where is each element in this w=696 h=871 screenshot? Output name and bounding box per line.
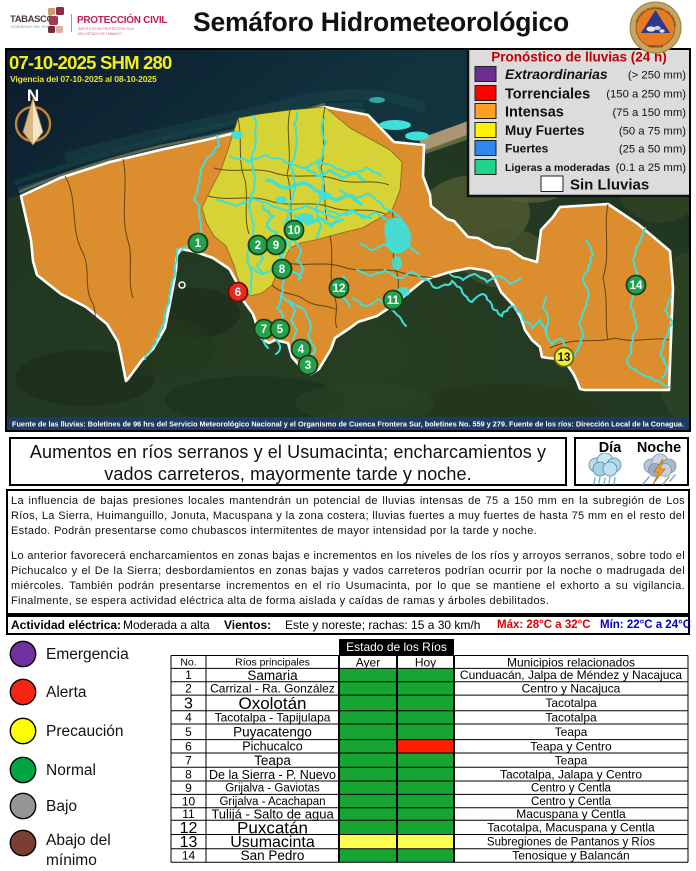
svg-text:2: 2	[185, 682, 192, 696]
svg-text:11: 11	[387, 295, 400, 307]
svg-text:(150 a 250 mm): (150 a 250 mm)	[606, 89, 686, 101]
svg-text:Centro y Centla: Centro y Centla	[531, 783, 612, 795]
svg-text:11: 11	[182, 807, 195, 821]
svg-text:Puyacatengo: Puyacatengo	[233, 725, 312, 740]
svg-text:Tacotalpa, Jalapa y Centro: Tacotalpa, Jalapa y Centro	[500, 767, 642, 781]
svg-text:Tacotalpa, Macuspana y Centla: Tacotalpa, Macuspana y Centla	[487, 821, 655, 835]
svg-text:Fuertes: Fuertes	[505, 142, 549, 156]
svg-text:San Pedro: San Pedro	[241, 848, 305, 863]
svg-text:Fuente de las lluvias: Boletin: Fuente de las lluvias: Boletines de 96 h…	[12, 420, 684, 429]
svg-text:6: 6	[235, 287, 241, 299]
svg-text:Vigencia del 07-10-2025 al 08-: Vigencia del 07-10-2025 al 08-10-2025	[10, 74, 157, 84]
svg-text:3: 3	[305, 360, 311, 372]
svg-text:13: 13	[558, 352, 571, 364]
svg-text:14: 14	[182, 849, 196, 863]
svg-text:1: 1	[195, 238, 202, 250]
svg-text:8: 8	[279, 264, 286, 276]
svg-text:4: 4	[298, 344, 305, 356]
svg-text:Pronóstico de lluvias (24 h): Pronóstico de lluvias (24 h)	[491, 50, 667, 65]
svg-text:7: 7	[261, 324, 267, 336]
svg-text:14: 14	[630, 280, 643, 292]
svg-text:Teapa: Teapa	[555, 753, 588, 767]
svg-text:1: 1	[185, 668, 192, 682]
svg-text:Samaria: Samaria	[247, 668, 298, 683]
svg-text:07-10-2025 SHM 280: 07-10-2025 SHM 280	[9, 52, 172, 73]
svg-text:Grijalva - Gaviotas: Grijalva - Gaviotas	[225, 783, 320, 795]
svg-text:(0.1 a 25 mm): (0.1 a 25 mm)	[616, 162, 687, 174]
svg-text:Bajo: Bajo	[46, 798, 77, 815]
svg-text:Ligeras a moderadas: Ligeras a moderadas	[505, 162, 610, 174]
svg-text:9: 9	[273, 240, 279, 252]
svg-text:Macuspana y Centla: Macuspana y Centla	[516, 807, 626, 821]
svg-text:Tacotalpa: Tacotalpa	[545, 696, 597, 710]
svg-text:Sin Lluvias: Sin Lluvias	[570, 177, 649, 194]
svg-text:Grijalva - Acachapan: Grijalva - Acachapan	[219, 796, 325, 808]
svg-text:Muy Fuertes: Muy Fuertes	[505, 123, 585, 138]
svg-text:(> 250 mm): (> 250 mm)	[628, 70, 686, 82]
svg-text:Tacotalpa: Tacotalpa	[545, 711, 597, 725]
svg-text:10: 10	[288, 225, 301, 237]
svg-text:Ríos principales: Ríos principales	[235, 657, 310, 669]
svg-text:Alerta: Alerta	[46, 684, 87, 701]
svg-text:De la Sierra - P. Nuevo: De la Sierra - P. Nuevo	[209, 768, 336, 782]
svg-text:5: 5	[277, 324, 284, 336]
svg-text:Centro y Nacajuca: Centro y Nacajuca	[522, 682, 621, 696]
svg-text:N: N	[27, 86, 39, 105]
svg-text:2: 2	[255, 240, 261, 252]
svg-text:4: 4	[185, 711, 192, 725]
svg-text:Centro y Centla: Centro y Centla	[531, 796, 612, 808]
svg-text:Abajo del: Abajo del	[46, 832, 111, 849]
svg-text:Cunduacán, Jalpa de Méndez y N: Cunduacán, Jalpa de Méndez y Nacajuca	[460, 668, 682, 682]
svg-text:Municipios relacionados: Municipios relacionados	[507, 656, 635, 670]
svg-text:(25 a 50 mm): (25 a 50 mm)	[619, 144, 686, 156]
svg-text:Usumacinta: Usumacinta	[230, 834, 315, 851]
svg-text:Tacotalpa - Tapijulapa: Tacotalpa - Tapijulapa	[215, 711, 331, 725]
svg-text:Teapa y Centro: Teapa y Centro	[530, 740, 612, 754]
svg-text:12: 12	[180, 820, 198, 837]
svg-text:Intensas: Intensas	[505, 105, 564, 121]
svg-text:Puxcatán: Puxcatán	[237, 818, 308, 837]
svg-text:Tenosique y Balancán: Tenosique y Balancán	[512, 849, 629, 863]
svg-text:7: 7	[185, 753, 192, 767]
svg-text:13: 13	[180, 834, 198, 851]
svg-text:Teapa: Teapa	[254, 753, 291, 768]
svg-text:Precaución: Precaución	[46, 723, 124, 740]
svg-text:Carrizal - Ra. González: Carrizal - Ra. González	[210, 682, 335, 696]
svg-text:Normal: Normal	[46, 762, 96, 779]
svg-text:Teapa: Teapa	[555, 725, 588, 739]
svg-text:mínimo: mínimo	[46, 852, 97, 869]
svg-text:Oxolotán: Oxolotán	[238, 694, 306, 713]
svg-text:12: 12	[333, 283, 346, 295]
svg-text:3: 3	[184, 696, 193, 713]
svg-text:(50 a 75 mm): (50 a 75 mm)	[619, 126, 686, 138]
svg-text:Subregiones de Pantanos y Ríos: Subregiones de Pantanos y Ríos	[487, 837, 655, 849]
svg-text:9: 9	[185, 781, 192, 795]
svg-text:5: 5	[185, 725, 192, 739]
svg-text:8: 8	[185, 767, 192, 781]
svg-text:Pichucalco: Pichucalco	[242, 740, 302, 754]
svg-text:Torrenciales: Torrenciales	[505, 87, 590, 103]
svg-text:6: 6	[185, 740, 192, 754]
svg-text:Ayer: Ayer	[356, 656, 380, 670]
svg-text:Emergencia: Emergencia	[46, 646, 129, 663]
svg-text:TABASCO: TABASCO	[648, 45, 664, 49]
svg-text:No.: No.	[180, 657, 196, 669]
svg-text:Hoy: Hoy	[415, 656, 436, 670]
svg-text:Tulijá - Salto de agua: Tulijá - Salto de agua	[211, 807, 334, 822]
svg-text:Extraordinarias: Extraordinarias	[505, 66, 608, 82]
svg-text:10: 10	[182, 794, 196, 808]
svg-text:(75 a 150 mm): (75 a 150 mm)	[613, 107, 687, 119]
